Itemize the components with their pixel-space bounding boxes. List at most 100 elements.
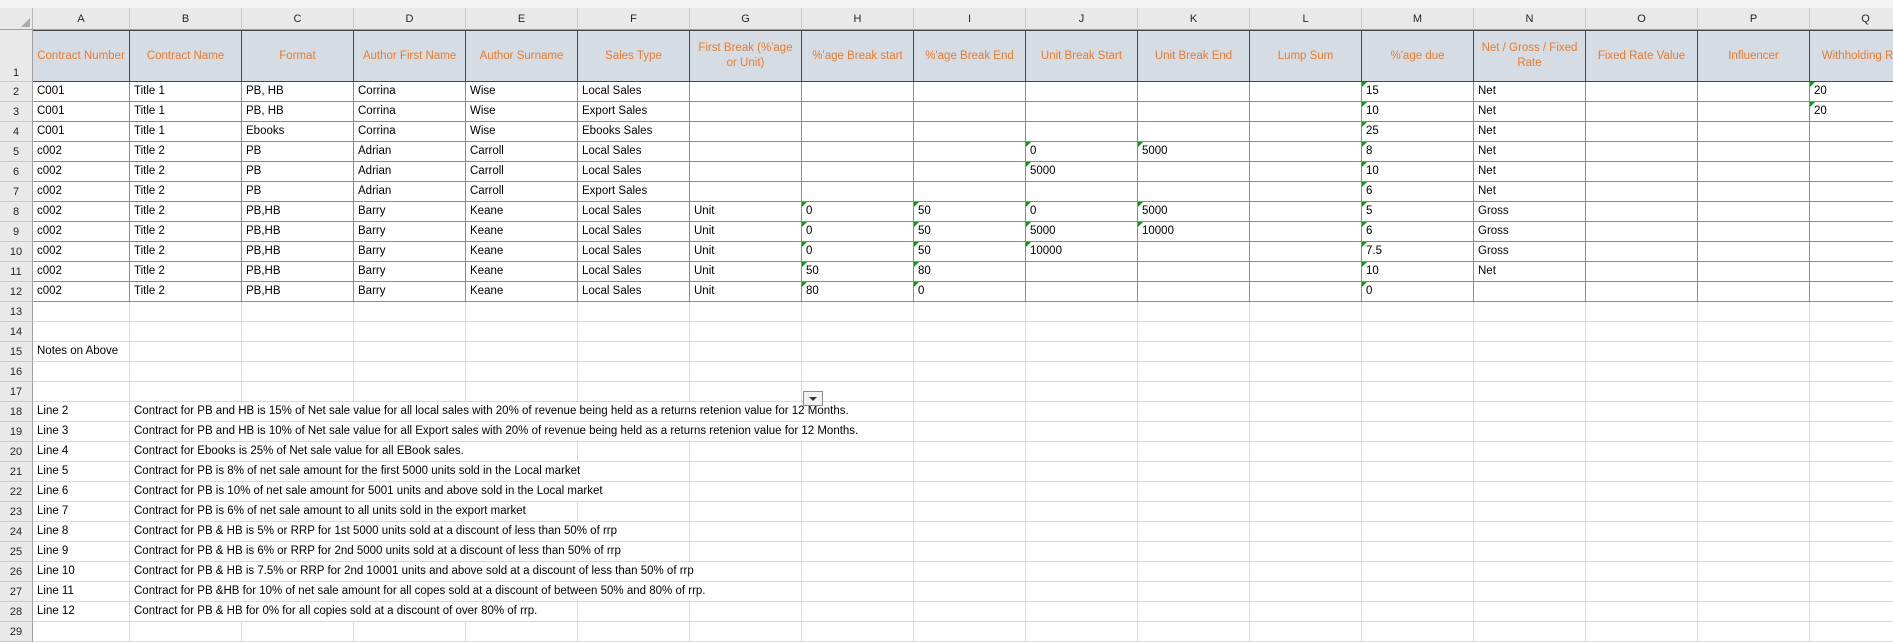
column-header-C[interactable]: C xyxy=(242,8,354,29)
row-header-12[interactable]: 12 xyxy=(0,282,33,302)
cell-G21[interactable] xyxy=(690,462,802,482)
cell-B22[interactable]: Contract for PB is 10% of net sale amoun… xyxy=(134,482,606,501)
cell-K19[interactable] xyxy=(1138,422,1250,442)
cell-I17[interactable] xyxy=(914,382,1026,402)
cell-J15[interactable] xyxy=(1026,342,1138,362)
cell-J14[interactable] xyxy=(1026,322,1138,342)
cell-F24[interactable] xyxy=(578,522,690,542)
cell-P1[interactable]: Influencer xyxy=(1698,30,1810,82)
cell-N1[interactable]: Net / Gross / Fixed Rate xyxy=(1474,30,1586,82)
cell-N9[interactable]: Gross xyxy=(1474,222,1586,242)
cell-P5[interactable] xyxy=(1698,142,1810,162)
cell-A8[interactable]: c002 xyxy=(33,202,130,222)
cell-P7[interactable] xyxy=(1698,182,1810,202)
cell-K29[interactable] xyxy=(1138,622,1250,642)
cell-Q16[interactable] xyxy=(1810,362,1893,382)
cell-L28[interactable] xyxy=(1250,602,1362,622)
cell-H14[interactable] xyxy=(802,322,914,342)
cell-I9[interactable]: 50 xyxy=(914,222,1026,242)
cell-N3[interactable]: Net xyxy=(1474,102,1586,122)
cell-O15[interactable] xyxy=(1586,342,1698,362)
cell-J21[interactable] xyxy=(1026,462,1138,482)
cell-K8[interactable]: 5000 xyxy=(1138,202,1250,222)
cell-L13[interactable] xyxy=(1250,302,1362,322)
cell-B3[interactable]: Title 1 xyxy=(130,102,242,122)
cell-B19[interactable]: Contract for PB and HB is 10% of Net sal… xyxy=(134,422,862,441)
cell-I5[interactable] xyxy=(914,142,1026,162)
cell-Q26[interactable] xyxy=(1810,562,1893,582)
cell-A22[interactable] xyxy=(33,482,130,502)
cell-Q15[interactable] xyxy=(1810,342,1893,362)
cell-M9[interactable]: 6 xyxy=(1362,222,1474,242)
cell-L18[interactable] xyxy=(1250,402,1362,422)
cell-H20[interactable] xyxy=(802,442,914,462)
cell-K3[interactable] xyxy=(1138,102,1250,122)
cell-H28[interactable] xyxy=(802,602,914,622)
cell-E2[interactable]: Wise xyxy=(466,82,578,102)
cell-I13[interactable] xyxy=(914,302,1026,322)
cell-G15[interactable] xyxy=(690,342,802,362)
cell-G13[interactable] xyxy=(690,302,802,322)
cell-O18[interactable] xyxy=(1586,402,1698,422)
cell-G5[interactable] xyxy=(690,142,802,162)
cell-F4[interactable]: Ebooks Sales xyxy=(578,122,690,142)
cell-F25[interactable] xyxy=(578,542,690,562)
cell-C11[interactable]: PB,HB xyxy=(242,262,354,282)
cell-B2[interactable]: Title 1 xyxy=(130,82,242,102)
cell-B1[interactable]: Contract Name xyxy=(130,30,242,82)
cell-L19[interactable] xyxy=(1250,422,1362,442)
cell-P22[interactable] xyxy=(1698,482,1810,502)
cell-M17[interactable] xyxy=(1362,382,1474,402)
cell-Q8[interactable] xyxy=(1810,202,1893,222)
cell-F10[interactable]: Local Sales xyxy=(578,242,690,262)
cell-G8[interactable]: Unit xyxy=(690,202,802,222)
cell-D5[interactable]: Adrian xyxy=(354,142,466,162)
cell-A4[interactable]: C001 xyxy=(33,122,130,142)
cell-H24[interactable] xyxy=(802,522,914,542)
cell-O11[interactable] xyxy=(1586,262,1698,282)
cell-E1[interactable]: Author Surname xyxy=(466,30,578,82)
cell-A27[interactable] xyxy=(33,582,130,602)
cell-F28[interactable] xyxy=(578,602,690,622)
cell-L15[interactable] xyxy=(1250,342,1362,362)
cell-Q22[interactable] xyxy=(1810,482,1893,502)
cell-N23[interactable] xyxy=(1474,502,1586,522)
cell-E9[interactable]: Keane xyxy=(466,222,578,242)
cell-F5[interactable]: Local Sales xyxy=(578,142,690,162)
cell-B6[interactable]: Title 2 xyxy=(130,162,242,182)
cell-H16[interactable] xyxy=(802,362,914,382)
cell-L10[interactable] xyxy=(1250,242,1362,262)
cell-E3[interactable]: Wise xyxy=(466,102,578,122)
cell-M24[interactable] xyxy=(1362,522,1474,542)
cell-P24[interactable] xyxy=(1698,522,1810,542)
cell-Q17[interactable] xyxy=(1810,382,1893,402)
cell-C8[interactable]: PB,HB xyxy=(242,202,354,222)
cell-L11[interactable] xyxy=(1250,262,1362,282)
cell-A20[interactable]: Line 4 xyxy=(37,442,72,461)
cell-I1[interactable]: %'age Break End xyxy=(914,30,1026,82)
cell-M5[interactable]: 8 xyxy=(1362,142,1474,162)
cell-C3[interactable]: PB, HB xyxy=(242,102,354,122)
cell-I10[interactable]: 50 xyxy=(914,242,1026,262)
cell-G17[interactable] xyxy=(690,382,802,402)
cell-F17[interactable] xyxy=(578,382,690,402)
cell-G2[interactable] xyxy=(690,82,802,102)
cell-C6[interactable]: PB xyxy=(242,162,354,182)
cell-B9[interactable]: Title 2 xyxy=(130,222,242,242)
cell-I16[interactable] xyxy=(914,362,1026,382)
column-header-O[interactable]: O xyxy=(1586,8,1698,29)
row-header-23[interactable]: 23 xyxy=(0,502,33,522)
cell-F7[interactable]: Export Sales xyxy=(578,182,690,202)
column-header-Q[interactable]: Q xyxy=(1810,8,1893,29)
cell-L29[interactable] xyxy=(1250,622,1362,642)
row-header-4[interactable]: 4 xyxy=(0,122,33,142)
cell-M7[interactable]: 6 xyxy=(1362,182,1474,202)
cell-Q19[interactable] xyxy=(1810,422,1893,442)
cell-Q21[interactable] xyxy=(1810,462,1893,482)
cell-O21[interactable] xyxy=(1586,462,1698,482)
cell-B13[interactable] xyxy=(130,302,242,322)
cell-M23[interactable] xyxy=(1362,502,1474,522)
cell-N11[interactable]: Net xyxy=(1474,262,1586,282)
cell-O19[interactable] xyxy=(1586,422,1698,442)
cell-H11[interactable]: 50 xyxy=(802,262,914,282)
